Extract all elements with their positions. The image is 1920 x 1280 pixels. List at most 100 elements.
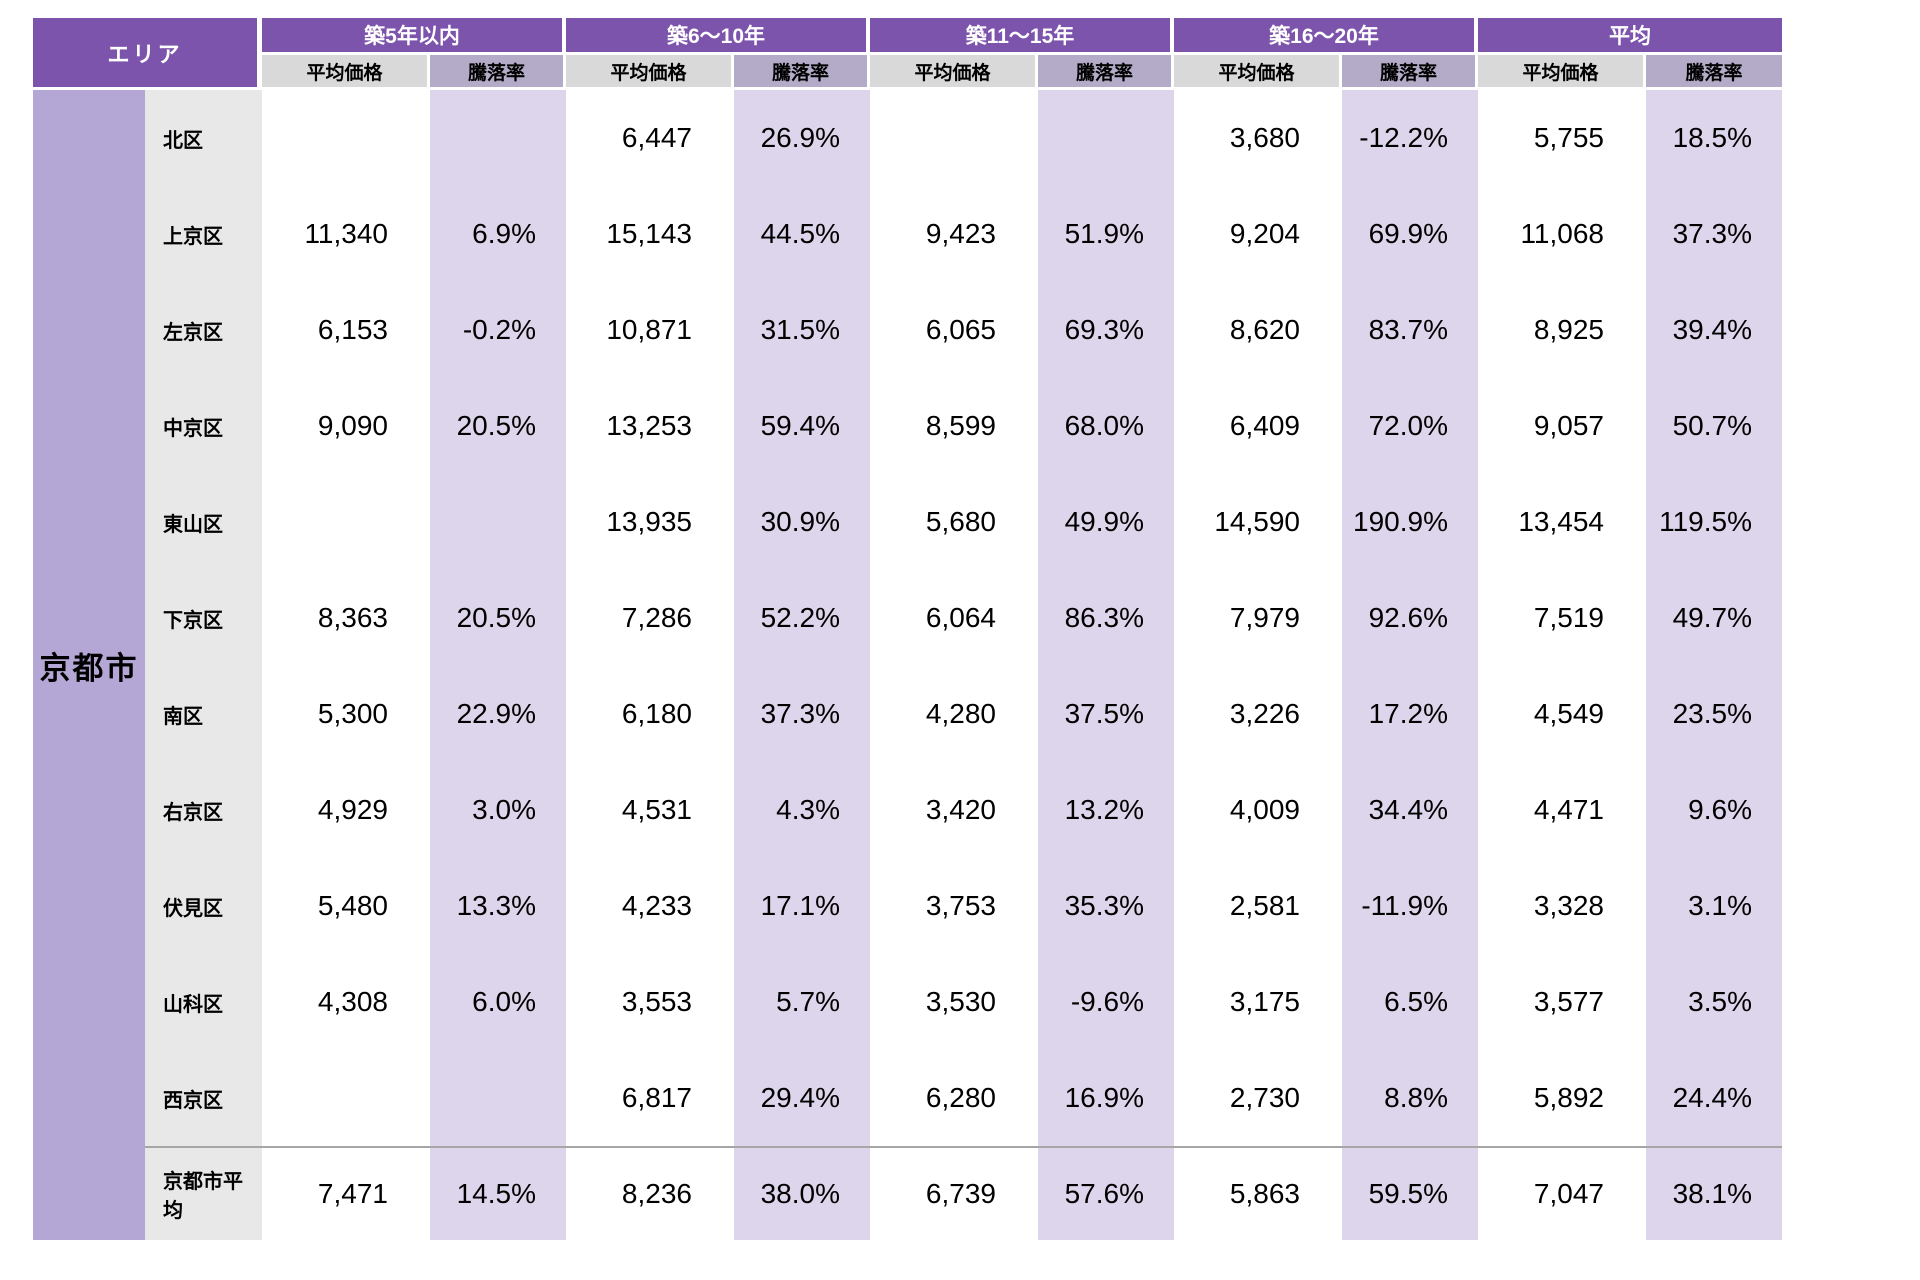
price-cell: 5,680 — [870, 474, 1038, 570]
rate-cell: 26.9% — [734, 90, 870, 186]
rate-cell: 3.5% — [1646, 954, 1782, 1050]
rate-cell: 38.1% — [1646, 1146, 1782, 1240]
rate-cell: 29.4% — [734, 1050, 870, 1146]
subheader-price-4: 平均価格 — [1478, 55, 1646, 90]
price-cell: 13,454 — [1478, 474, 1646, 570]
rate-cell: 86.3% — [1038, 570, 1174, 666]
price-cell: 4,471 — [1478, 762, 1646, 858]
rate-cell: 83.7% — [1342, 282, 1478, 378]
rate-cell: 72.0% — [1342, 378, 1478, 474]
price-cell: 10,871 — [566, 282, 734, 378]
ward-cell: 東山区 — [145, 474, 262, 570]
rate-cell — [1038, 90, 1174, 186]
price-cell: 3,680 — [1174, 90, 1342, 186]
price-cell: 5,863 — [1174, 1146, 1342, 1240]
price-cell — [870, 90, 1038, 186]
price-cell: 8,620 — [1174, 282, 1342, 378]
price-cell: 7,286 — [566, 570, 734, 666]
rate-cell: 59.5% — [1342, 1146, 1478, 1240]
price-cell: 6,739 — [870, 1146, 1038, 1240]
rate-cell: 52.2% — [734, 570, 870, 666]
price-cell: 3,753 — [870, 858, 1038, 954]
rate-cell: 24.4% — [1646, 1050, 1782, 1146]
subheader-rate-4: 騰落率 — [1646, 55, 1782, 90]
price-cell: 5,480 — [262, 858, 430, 954]
rate-cell: 13.2% — [1038, 762, 1174, 858]
rate-cell: 68.0% — [1038, 378, 1174, 474]
rate-cell: 14.5% — [430, 1146, 566, 1240]
price-cell: 7,979 — [1174, 570, 1342, 666]
price-cell: 3,420 — [870, 762, 1038, 858]
price-cell: 8,925 — [1478, 282, 1646, 378]
ward-cell: 右京区 — [145, 762, 262, 858]
price-cell: 3,530 — [870, 954, 1038, 1050]
price-cell: 6,447 — [566, 90, 734, 186]
ward-cell: 南区 — [145, 666, 262, 762]
rate-cell: 9.6% — [1646, 762, 1782, 858]
price-cell: 9,057 — [1478, 378, 1646, 474]
rate-cell: 8.8% — [1342, 1050, 1478, 1146]
price-cell: 13,253 — [566, 378, 734, 474]
rate-cell: 30.9% — [734, 474, 870, 570]
price-cell: 8,236 — [566, 1146, 734, 1240]
rate-cell: 49.7% — [1646, 570, 1782, 666]
subheader-price-2: 平均価格 — [870, 55, 1038, 90]
rate-cell: 20.5% — [430, 570, 566, 666]
rate-cell: 13.3% — [430, 858, 566, 954]
price-cell: 3,226 — [1174, 666, 1342, 762]
rate-cell — [430, 90, 566, 186]
price-cell: 6,065 — [870, 282, 1038, 378]
rate-cell: 59.4% — [734, 378, 870, 474]
price-cell: 11,068 — [1478, 186, 1646, 282]
rate-cell: 22.9% — [430, 666, 566, 762]
price-cell: 6,064 — [870, 570, 1038, 666]
price-cell — [262, 1050, 430, 1146]
subheader-price-0: 平均価格 — [262, 55, 430, 90]
rate-cell: 37.5% — [1038, 666, 1174, 762]
subheader-rate-2: 騰落率 — [1038, 55, 1174, 90]
price-cell: 4,531 — [566, 762, 734, 858]
price-cell: 11,340 — [262, 186, 430, 282]
price-cell: 7,471 — [262, 1146, 430, 1240]
subheader-price-1: 平均価格 — [566, 55, 734, 90]
group-header-age-16-20: 築16〜20年 — [1174, 18, 1478, 55]
price-cell: 6,409 — [1174, 378, 1342, 474]
ward-cell: 中京区 — [145, 378, 262, 474]
rate-cell: -9.6% — [1038, 954, 1174, 1050]
rate-cell: 4.3% — [734, 762, 870, 858]
rate-cell: 6.9% — [430, 186, 566, 282]
subheader-rate-1: 騰落率 — [734, 55, 870, 90]
price-cell: 6,817 — [566, 1050, 734, 1146]
ward-cell: 山科区 — [145, 954, 262, 1050]
rate-cell: 3.1% — [1646, 858, 1782, 954]
rate-cell: -11.9% — [1342, 858, 1478, 954]
rate-cell: 37.3% — [1646, 186, 1782, 282]
group-header-age-0-5: 築5年以内 — [262, 18, 566, 55]
rate-cell: 69.3% — [1038, 282, 1174, 378]
ward-cell: 北区 — [145, 90, 262, 186]
price-cell: 3,328 — [1478, 858, 1646, 954]
ward-cell: 西京区 — [145, 1050, 262, 1146]
price-cell: 15,143 — [566, 186, 734, 282]
rate-cell: 49.9% — [1038, 474, 1174, 570]
price-cell: 6,180 — [566, 666, 734, 762]
rate-cell: -0.2% — [430, 282, 566, 378]
price-cell: 9,204 — [1174, 186, 1342, 282]
rate-cell: 69.9% — [1342, 186, 1478, 282]
price-cell: 13,935 — [566, 474, 734, 570]
price-cell: 4,233 — [566, 858, 734, 954]
rate-cell: 35.3% — [1038, 858, 1174, 954]
rate-cell: 39.4% — [1646, 282, 1782, 378]
rate-cell: 44.5% — [734, 186, 870, 282]
price-cell: 5,300 — [262, 666, 430, 762]
rate-cell: 17.2% — [1342, 666, 1478, 762]
rate-cell: 20.5% — [430, 378, 566, 474]
rate-cell: 6.0% — [430, 954, 566, 1050]
rate-cell: 37.3% — [734, 666, 870, 762]
rate-cell: 16.9% — [1038, 1050, 1174, 1146]
group-header-average: 平均 — [1478, 18, 1782, 55]
rate-cell: 51.9% — [1038, 186, 1174, 282]
price-cell — [262, 474, 430, 570]
rate-cell: -12.2% — [1342, 90, 1478, 186]
group-header-age-6-10: 築6〜10年 — [566, 18, 870, 55]
